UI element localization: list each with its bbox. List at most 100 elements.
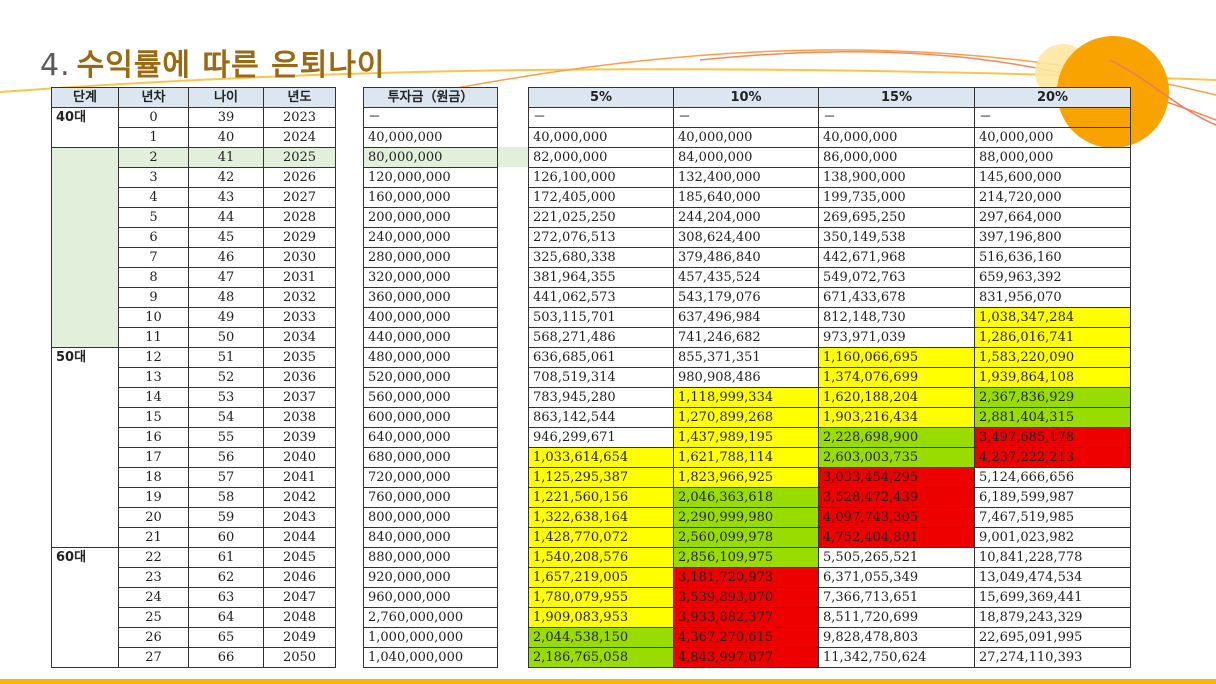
value-cell: 1,038,347,284 bbox=[974, 307, 1131, 328]
investment-cell: 560,000,000 bbox=[363, 387, 498, 408]
value-cell: 1,428,770,072 bbox=[528, 527, 674, 548]
year-cell: 2025 bbox=[263, 147, 336, 168]
table-row: 680,000,000 bbox=[363, 447, 498, 468]
header-investment: 투자금（원금） bbox=[363, 87, 498, 108]
index-cell: 20 bbox=[118, 507, 189, 528]
value-cell: 636,685,061 bbox=[528, 347, 674, 368]
value-cell: 3,539,893,070 bbox=[673, 587, 819, 608]
value-cell: 2,228,698,900 bbox=[818, 427, 975, 448]
value-cell: 1,437,989,195 bbox=[673, 427, 819, 448]
value-cell: 980,908,486 bbox=[673, 367, 819, 388]
table-row: 1,909,083,953 3,933,882,377 8,511,720,699 1… bbox=[528, 607, 1131, 628]
age-cell: 63 bbox=[188, 587, 264, 608]
table-row: 1,322,638,164 2,290,999,980 4,097,743,305 7… bbox=[528, 507, 1131, 528]
value-cell: 82,000,000 bbox=[528, 147, 674, 168]
table-row: 40,000,000 bbox=[363, 127, 498, 148]
year-cell: 2028 bbox=[263, 207, 336, 228]
value-cell: 5,505,265,521 bbox=[818, 547, 975, 568]
age-cell: 55 bbox=[188, 427, 264, 448]
age-cell: 52 bbox=[188, 367, 264, 388]
investment-cell: 640,000,000 bbox=[363, 427, 498, 448]
value-cell: 138,900,000 bbox=[818, 167, 975, 188]
value-cell: 831,956,070 bbox=[974, 287, 1131, 308]
index-cell: 4 bbox=[118, 187, 189, 208]
investment-cell: 760,000,000 bbox=[363, 487, 498, 508]
value-cell: 516,636,160 bbox=[974, 247, 1131, 268]
index-cell: 6 bbox=[118, 227, 189, 248]
age-cell: 40 bbox=[188, 127, 264, 148]
index-cell: 16 bbox=[118, 427, 189, 448]
value-cell: 126,100,000 bbox=[528, 167, 674, 188]
stage-cell bbox=[51, 147, 119, 348]
table-row: 568,271,486 741,246,682 973,971,039 1,286,0… bbox=[528, 327, 1131, 348]
year-cell: 2026 bbox=[263, 167, 336, 188]
header-index: 년차 bbox=[118, 87, 189, 108]
index-cell: 5 bbox=[118, 207, 189, 228]
value-cell: 221,025,250 bbox=[528, 207, 674, 228]
value-cell: 84,000,000 bbox=[673, 147, 819, 168]
value-cell: 11,342,750,624 bbox=[818, 647, 975, 668]
table-row: 60대 22 61 2045 bbox=[51, 547, 336, 668]
index-cell: 13 bbox=[118, 367, 189, 388]
value-cell: 2,603,003,735 bbox=[818, 447, 975, 468]
value-cell: 9,001,023,982 bbox=[974, 527, 1131, 548]
table-row: 1,657,219,005 3,181,720,973 6,371,055,349 1… bbox=[528, 567, 1131, 588]
age-cell: 66 bbox=[188, 647, 264, 668]
value-cell: 3,528,472,439 bbox=[818, 487, 975, 508]
value-cell: 568,271,486 bbox=[528, 327, 674, 348]
table-row: 946,299,671 1,437,989,195 2,228,698,900 3,4… bbox=[528, 427, 1131, 448]
investment-cell: 120,000,000 bbox=[363, 167, 498, 188]
investment-cell: 240,000,000 bbox=[363, 227, 498, 248]
value-cell: 6,371,055,349 bbox=[818, 567, 975, 588]
value-cell: 379,486,840 bbox=[673, 247, 819, 268]
value-cell: 18,879,243,329 bbox=[974, 607, 1131, 628]
table-row: 1,428,770,072 2,560,099,978 4,752,404,801 9… bbox=[528, 527, 1131, 548]
value-cell: 214,720,000 bbox=[974, 187, 1131, 208]
value-cell: 3,933,882,377 bbox=[673, 607, 819, 628]
age-cell: 60 bbox=[188, 527, 264, 548]
year-cell: 2031 bbox=[263, 267, 336, 288]
value-cell: 27,274,110,393 bbox=[974, 647, 1131, 668]
table-row: 400,000,000 bbox=[363, 307, 498, 328]
value-cell: 4,237,222,213 bbox=[974, 447, 1131, 468]
table-row: 880,000,000 bbox=[363, 547, 498, 568]
table-row: 360,000,000 bbox=[363, 287, 498, 308]
table-row: 863,142,544 1,270,899,268 1,903,216,434 2,8… bbox=[528, 407, 1131, 428]
page-title: 4. 수익률에 따른 은퇴나이 bbox=[40, 40, 386, 84]
table-row: 2,186,765,058 4,843,997,677 11,342,750,624… bbox=[528, 647, 1131, 668]
value-cell: 2,186,765,058 bbox=[528, 647, 674, 668]
investment-cell: 80,000,000 bbox=[363, 147, 498, 168]
table-row: 1,221,560,156 2,046,363,618 3,528,472,439 6… bbox=[528, 487, 1131, 508]
value-cell: 812,148,730 bbox=[818, 307, 975, 328]
value-cell: 1,583,220,090 bbox=[974, 347, 1131, 368]
value-cell: 549,072,763 bbox=[818, 267, 975, 288]
investment-cell: 160,000,000 bbox=[363, 187, 498, 208]
index-cell: 12 bbox=[118, 347, 189, 368]
header-age: 나이 bbox=[188, 87, 264, 108]
value-cell: 40,000,000 bbox=[528, 127, 674, 148]
age-cell: 50 bbox=[188, 327, 264, 348]
table-row: 2,760,000,000 bbox=[363, 607, 498, 628]
value-cell: 1,160,066,695 bbox=[818, 347, 975, 368]
value-cell: 132,400,000 bbox=[673, 167, 819, 188]
investment-cell: 920,000,000 bbox=[363, 567, 498, 588]
table-row: 280,000,000 bbox=[363, 247, 498, 268]
value-cell: 1,939,864,108 bbox=[974, 367, 1131, 388]
value-cell: 350,149,538 bbox=[818, 227, 975, 248]
investment-cell: 520,000,000 bbox=[363, 367, 498, 388]
year-cell: 2048 bbox=[263, 607, 336, 628]
value-cell: 272,076,513 bbox=[528, 227, 674, 248]
value-cell: － bbox=[818, 107, 975, 128]
year-cell: 2035 bbox=[263, 347, 336, 368]
index-cell: 0 bbox=[118, 107, 189, 128]
value-cell: 1,118,999,334 bbox=[673, 387, 819, 408]
value-cell: 442,671,968 bbox=[818, 247, 975, 268]
age-cell: 56 bbox=[188, 447, 264, 468]
value-cell: 145,600,000 bbox=[974, 167, 1131, 188]
age-cell: 53 bbox=[188, 387, 264, 408]
year-cell: 2050 bbox=[263, 647, 336, 668]
year-cell: 2024 bbox=[263, 127, 336, 148]
header-rate-10: 10% bbox=[673, 87, 819, 108]
table-row: 381,964,355 457,435,524 549,072,763 659,963… bbox=[528, 267, 1131, 288]
age-cell: 58 bbox=[188, 487, 264, 508]
